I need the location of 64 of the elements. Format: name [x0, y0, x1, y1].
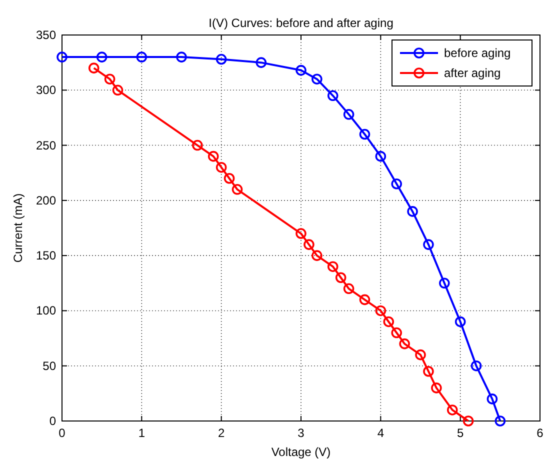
point [375, 305, 386, 316]
x-tick-label: 5 [456, 426, 464, 440]
point [423, 366, 434, 377]
point [439, 278, 450, 289]
point [136, 52, 148, 62]
x-tick-label: 4 [377, 426, 384, 440]
point [176, 52, 187, 62]
legend-label: before aging [444, 46, 511, 60]
point [454, 316, 466, 328]
y-tick-label: 150 [36, 248, 56, 263]
y-tick-label: 50 [42, 358, 56, 373]
y-tick-label: 100 [36, 304, 56, 318]
point [112, 84, 124, 96]
point [470, 360, 482, 372]
point [359, 128, 370, 140]
point [88, 62, 100, 74]
point [399, 338, 410, 350]
point [216, 54, 227, 65]
point [304, 239, 314, 250]
point [462, 416, 474, 426]
y-tick-label: 250 [36, 138, 56, 152]
y-tick-label: 300 [36, 83, 56, 98]
point [296, 228, 306, 239]
point [494, 416, 506, 426]
point [256, 57, 267, 68]
point [423, 239, 434, 250]
x-tick-label: 6 [536, 426, 544, 440]
point [327, 261, 338, 272]
point [391, 327, 402, 338]
point [216, 162, 227, 173]
y-tick-label: 0 [49, 414, 56, 428]
point [296, 64, 306, 76]
point [208, 150, 219, 162]
y-tick-label: 200 [36, 193, 56, 208]
point [224, 172, 235, 184]
x-tick-label: 1 [138, 426, 146, 440]
point [431, 382, 442, 394]
x-tick-label: 3 [298, 426, 305, 440]
point [312, 74, 322, 85]
point [343, 109, 354, 120]
x-axis-title: Voltage (V) [271, 445, 331, 459]
point [232, 184, 243, 195]
y-axis-title: Current (mA) [11, 193, 25, 263]
point [359, 294, 370, 306]
point [192, 140, 203, 151]
x-tick-label: 2 [218, 426, 225, 440]
point [375, 150, 386, 162]
point [383, 316, 394, 328]
point [104, 74, 116, 85]
x-tick-label: 0 [58, 426, 66, 440]
point [391, 178, 402, 190]
chart-title: I(V) Curves: before and after aging [208, 16, 394, 30]
y-tick-label: 350 [36, 28, 56, 42]
point [312, 250, 322, 261]
point [56, 52, 68, 62]
point [96, 52, 108, 62]
point [327, 90, 338, 102]
point [415, 349, 426, 360]
point [446, 404, 458, 416]
legend-label: after aging [444, 66, 501, 80]
point [335, 272, 346, 284]
point [407, 206, 418, 217]
point [343, 283, 354, 294]
point [486, 394, 498, 404]
